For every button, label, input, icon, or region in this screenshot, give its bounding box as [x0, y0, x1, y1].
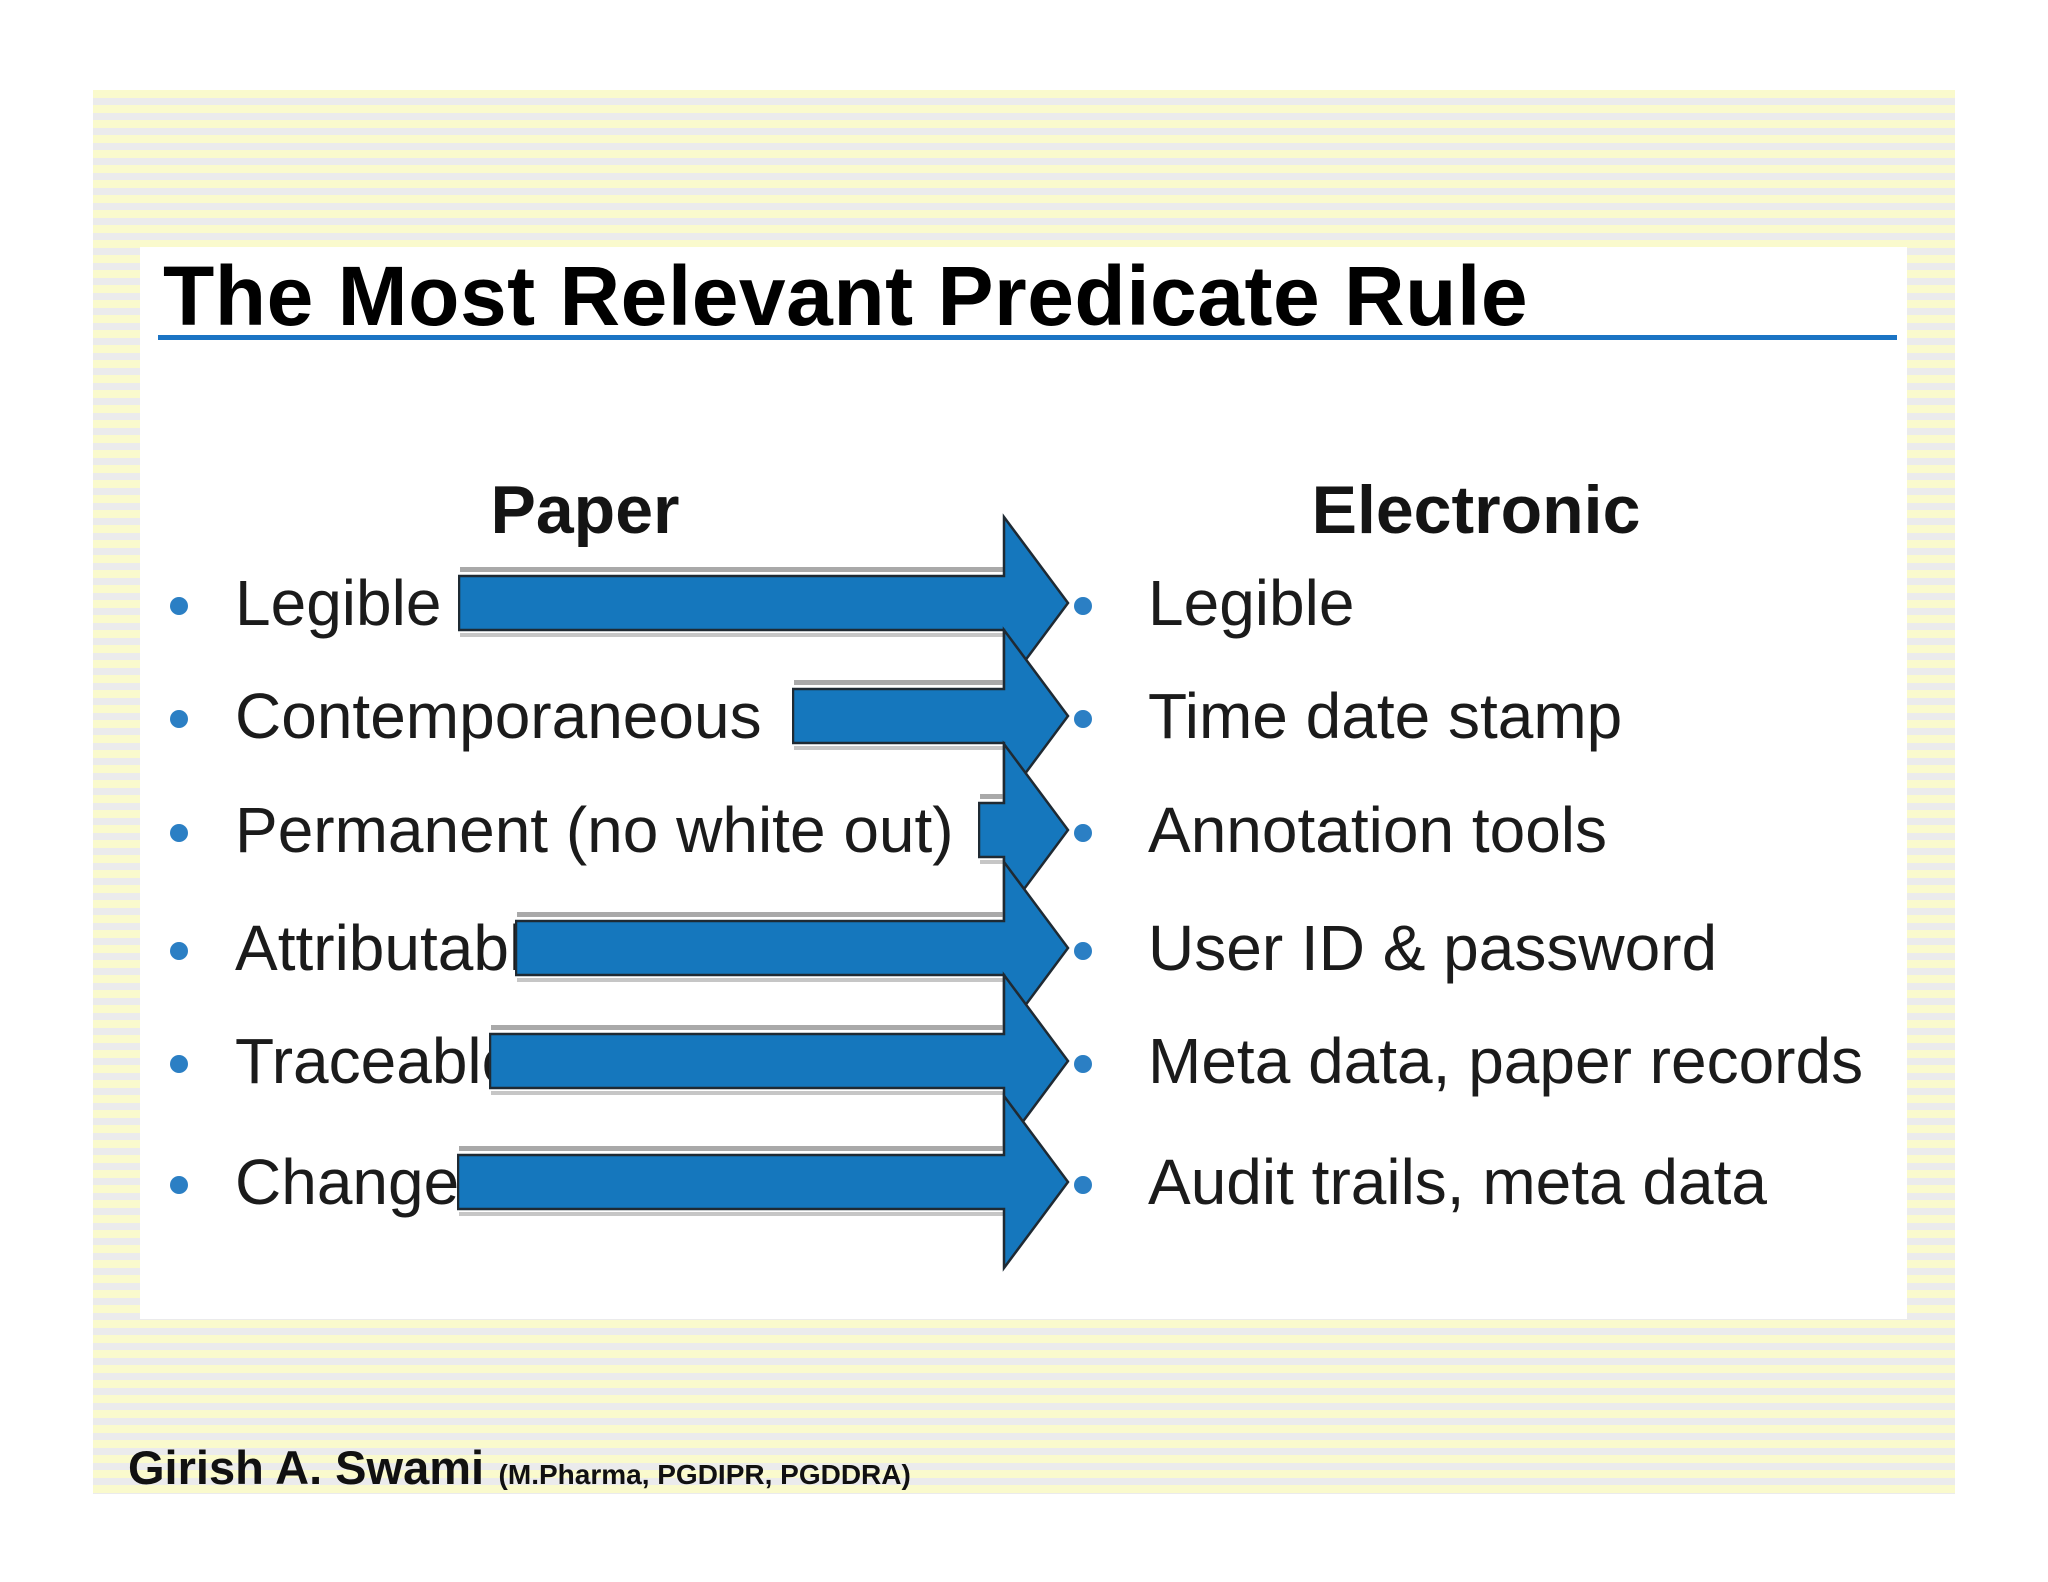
bullet-icon — [170, 597, 188, 615]
electronic-item: Annotation tools — [1148, 794, 1607, 866]
arrow-right-icon — [792, 626, 1070, 806]
bullet-icon — [170, 824, 188, 842]
electronic-item: Legible — [1148, 567, 1355, 639]
bullet-icon — [1074, 710, 1092, 728]
bullet-icon — [170, 942, 188, 960]
bullet-icon — [1074, 1176, 1092, 1194]
bullet-icon — [170, 1176, 188, 1194]
electronic-item: Meta data, paper records — [1148, 1025, 1864, 1097]
column-header-electronic: Electronic — [1311, 472, 1641, 548]
paper-item: Traceable — [235, 1025, 518, 1097]
paper-item: Changes — [235, 1146, 492, 1218]
electronic-item: User ID & password — [1148, 912, 1718, 984]
bullet-icon — [170, 710, 188, 728]
paper-item: Contemporaneous — [235, 680, 762, 752]
arrow-right-icon — [457, 1092, 1070, 1272]
slide-content-box: The Most Relevant Predicate Rule Paper E… — [140, 247, 1907, 1319]
author-name: Girish A. Swami — [128, 1441, 485, 1494]
arrow-right-icon — [489, 971, 1070, 1151]
author-credentials: (M.Pharma, PGDIPR, PGDDRA) — [498, 1459, 911, 1490]
bullet-icon — [1074, 942, 1092, 960]
slide-title: The Most Relevant Predicate Rule — [163, 249, 1529, 343]
arrow-right-icon — [515, 858, 1070, 1038]
bullet-icon — [170, 1055, 188, 1073]
bullet-icon — [1074, 824, 1092, 842]
bullet-icon — [1074, 597, 1092, 615]
paper-item: Permanent (no white out) — [235, 794, 954, 866]
arrow-right-icon — [458, 513, 1070, 693]
title-underline — [158, 335, 1897, 340]
electronic-item: Time date stamp — [1148, 680, 1623, 752]
bullet-icon — [1074, 1055, 1092, 1073]
paper-item: Attributable — [235, 912, 559, 984]
arrow-right-icon — [978, 740, 1070, 920]
column-header-paper: Paper — [490, 472, 680, 548]
paper-item: Legible — [235, 567, 442, 639]
electronic-item: Audit trails, meta data — [1148, 1146, 1767, 1218]
footer: Girish A. Swami (M.Pharma, PGDIPR, PGDDR… — [128, 1438, 911, 1498]
